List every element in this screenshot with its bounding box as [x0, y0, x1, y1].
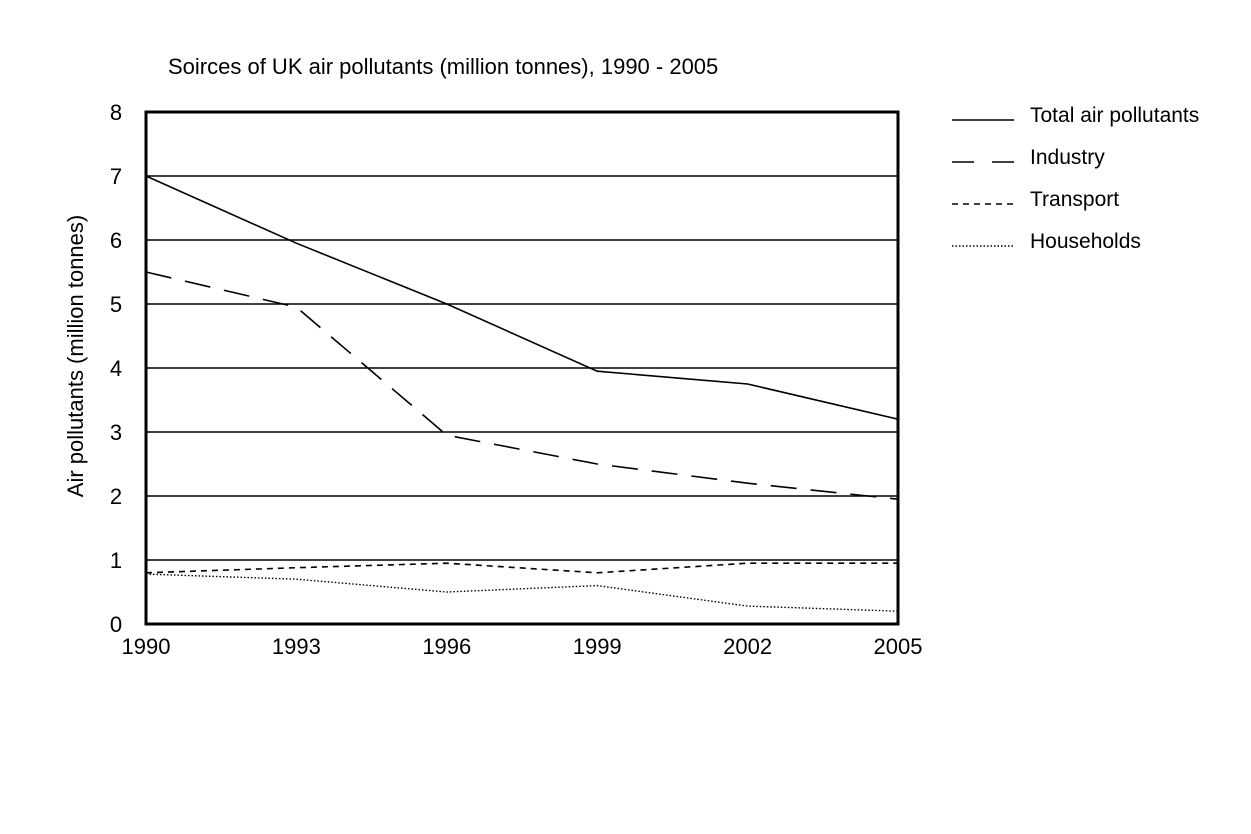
- y-tick-label: 5: [110, 292, 122, 317]
- y-tick-label: 0: [110, 612, 122, 637]
- chart-title: Soirces of UK air pollutants (million to…: [168, 54, 719, 79]
- series-line-households: [145, 573, 899, 612]
- x-tick-label: 1996: [422, 634, 471, 659]
- legend-label: Total air pollutants: [1030, 104, 1200, 127]
- y-tick-label: 1: [110, 548, 122, 573]
- legend-swatch: [952, 203, 1014, 205]
- y-tick-label: 3: [110, 420, 122, 445]
- series-line-industry: [145, 271, 899, 500]
- legend-item: Transport: [950, 184, 1240, 226]
- legend-label: Households: [1030, 230, 1141, 253]
- y-tick-label: 6: [110, 228, 122, 253]
- x-tick-label: 1999: [573, 634, 622, 659]
- x-tick-label: 1993: [272, 634, 321, 659]
- y-tick-label: 8: [110, 100, 122, 125]
- gridlines: [146, 175, 898, 561]
- series-lines: [145, 175, 899, 612]
- legend-item: Industry: [950, 142, 1240, 184]
- legend-swatch: [952, 119, 1014, 121]
- y-tick-label: 7: [110, 164, 122, 189]
- legend-label: Industry: [1030, 146, 1105, 169]
- x-tick-label: 2005: [874, 634, 923, 659]
- y-tick-label: 4: [110, 356, 122, 381]
- legend: Total air pollutants Industry Transport Hou…: [950, 100, 1240, 268]
- x-tick-label: 1990: [122, 634, 171, 659]
- series-line-transport: [145, 562, 898, 574]
- series-line-total-air-pollutants: [145, 175, 899, 420]
- legend-item: Households: [950, 226, 1240, 268]
- legend-label: Transport: [1030, 188, 1120, 211]
- tick-labels: 0 1 2 3 4 5 6 7 8 1990 1993 1996 1999 2002 2005: [110, 100, 923, 659]
- legend-item: Total air pollutants: [950, 100, 1240, 142]
- plot-frame: [144, 110, 900, 626]
- y-tick-label: 2: [110, 484, 122, 509]
- legend-swatch: [952, 245, 1014, 247]
- legend-swatch: [952, 161, 1014, 163]
- x-tick-label: 2002: [723, 634, 772, 659]
